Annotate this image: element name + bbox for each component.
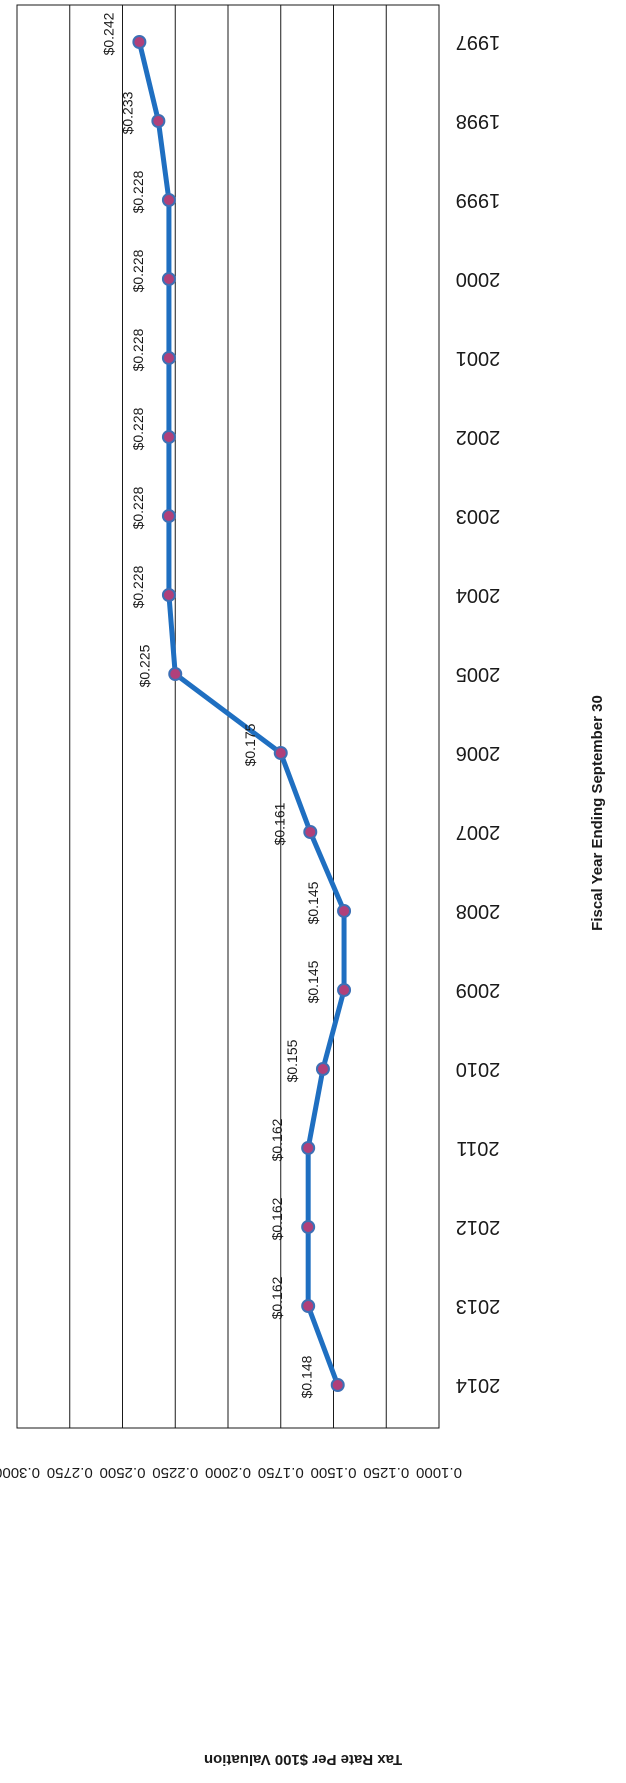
data-point	[161, 588, 176, 602]
x-tick-label: 2012	[456, 1216, 501, 1238]
x-tick-label: 2007	[456, 821, 501, 843]
data-point	[161, 509, 176, 523]
data-label: $0.228	[130, 565, 146, 608]
data-label: $0.228	[130, 486, 146, 529]
x-tick-label: 2013	[456, 1295, 501, 1317]
data-point	[161, 430, 176, 444]
x-axis-tick-labels: 1997 1998 1999 2000 2001 2002 2003 2004 2005 2006…	[456, 31, 501, 1396]
y-tick-label: 0.1250	[363, 1464, 409, 1481]
data-point	[337, 904, 352, 918]
data-label: $0.228	[130, 170, 146, 213]
data-label: $0.155	[284, 1039, 300, 1082]
data-label: $0.162	[269, 1118, 285, 1161]
x-tick-label: 2009	[456, 979, 501, 1001]
data-label: $0.145	[305, 881, 321, 924]
y-axis-title: Tax Rate Per $100 Valuation	[204, 1751, 402, 1768]
y-tick-label: 0.2000	[205, 1464, 251, 1481]
data-label: $0.228	[130, 407, 146, 450]
data-label: $0.145	[305, 960, 321, 1003]
data-point	[337, 983, 352, 997]
x-tick-label: 2002	[456, 426, 501, 448]
data-label: $0.228	[130, 328, 146, 371]
data-label: $0.242	[100, 12, 116, 55]
data-point	[151, 114, 166, 128]
x-tick-label: 2014	[456, 1374, 501, 1396]
data-point	[330, 1378, 345, 1392]
y-tick-label: 0.1500	[311, 1464, 357, 1481]
data-point	[301, 1141, 316, 1155]
x-tick-label: 2010	[456, 1058, 501, 1080]
x-tick-label: 2011	[456, 1137, 499, 1159]
y-tick-label: 0.2250	[152, 1464, 198, 1481]
data-point	[303, 825, 318, 839]
data-point	[161, 193, 176, 207]
x-tick-label: 2006	[456, 742, 501, 764]
data-point	[161, 351, 176, 365]
data-label: $0.175	[242, 723, 258, 766]
x-tick-label: 1997	[456, 31, 501, 53]
plot-border	[16, 4, 440, 1429]
x-tick-label: 1999	[456, 189, 501, 211]
data-point	[161, 272, 176, 286]
x-tick-label: 2004	[456, 584, 501, 606]
data-point	[315, 1062, 330, 1076]
x-tick-label: 2008	[456, 900, 501, 922]
data-label: $0.148	[299, 1355, 315, 1398]
x-tick-label: 2001	[456, 347, 501, 369]
data-label: $0.228	[130, 249, 146, 292]
series-polyline	[136, 39, 347, 1388]
data-label: $0.233	[119, 91, 135, 134]
plot-area-border	[16, 4, 440, 1429]
data-point	[132, 35, 147, 49]
y-tick-label: 0.2750	[47, 1464, 93, 1481]
data-point	[301, 1220, 316, 1234]
y-tick-label: 0.2500	[100, 1464, 146, 1481]
data-label: $0.225	[136, 644, 152, 687]
x-tick-label: 2003	[456, 505, 501, 527]
data-label: $0.161	[271, 802, 287, 845]
y-tick-label: 0.1750	[258, 1464, 304, 1481]
series-markers	[132, 35, 352, 1392]
data-label: $0.162	[269, 1276, 285, 1319]
x-axis-title: Fiscal Year Ending September 30	[589, 695, 606, 931]
data-label: $0.162	[269, 1197, 285, 1240]
data-labels: $0.242 $0.233 $0.228 $0.228 $0.228 $0.228 $0.2…	[100, 12, 321, 1398]
data-point	[301, 1299, 316, 1313]
data-point	[168, 667, 183, 681]
series-line	[136, 39, 347, 1388]
data-point	[273, 746, 288, 760]
x-tick-label: 2000	[456, 268, 501, 290]
y-tick-label: 0.1000	[416, 1464, 462, 1481]
x-tick-label: 2005	[456, 663, 501, 685]
x-tick-label: 1998	[456, 110, 501, 132]
